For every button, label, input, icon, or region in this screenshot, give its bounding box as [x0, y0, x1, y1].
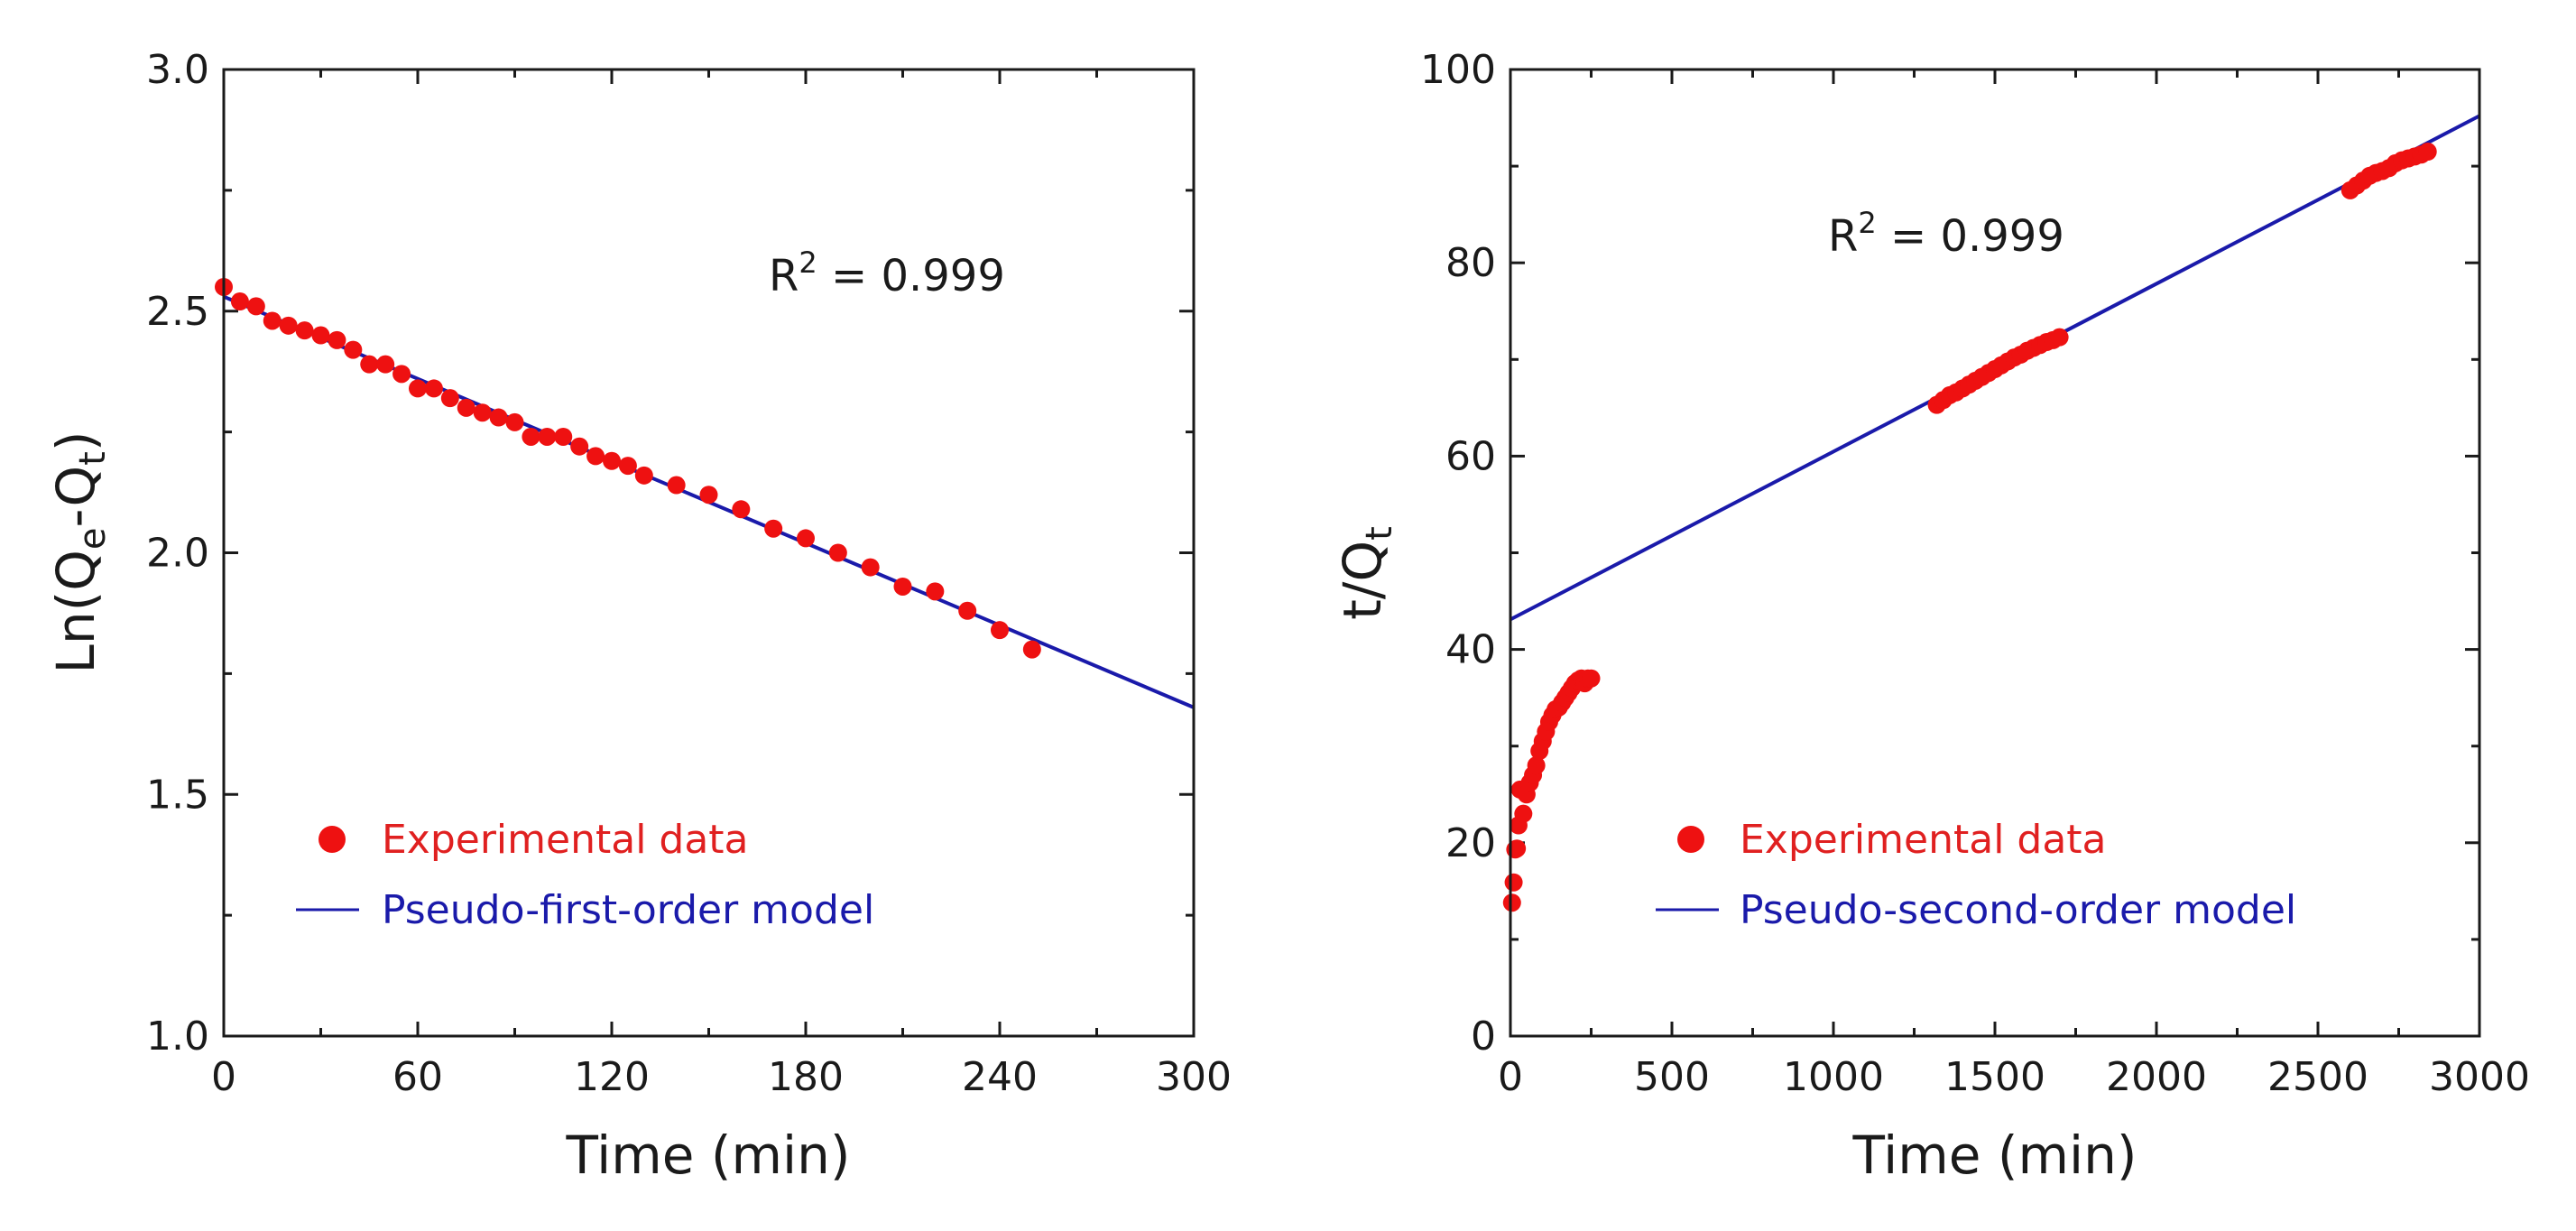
data-point	[295, 321, 314, 340]
data-point	[699, 486, 718, 504]
data-point	[311, 326, 330, 345]
y-tick-label: 2.0	[146, 531, 209, 577]
data-point	[893, 577, 912, 596]
x-tick-label: 1500	[1944, 1054, 2045, 1100]
x-axis-title: Time (min)	[565, 1125, 850, 1186]
data-point	[538, 427, 557, 446]
data-point	[1527, 756, 1546, 775]
data-point	[230, 292, 249, 311]
c1-y-tick-labels: 0 20 40 60 80 100	[1420, 47, 1496, 1060]
y-axis-title: t/Qt	[1332, 526, 1400, 620]
y-tick-label: 0	[1471, 1013, 1496, 1060]
c1-plot-frame	[1509, 68, 2481, 1038]
legend-marker-experimental	[1677, 826, 1704, 853]
data-point	[603, 451, 621, 470]
data-point	[764, 519, 783, 538]
c1-scatter-points	[1502, 143, 2437, 912]
x-tick-label: 1000	[1783, 1054, 1884, 1100]
x-tick-label: 60	[392, 1054, 443, 1100]
x-tick-label: 2000	[2106, 1054, 2207, 1100]
x-tick-label: 120	[574, 1054, 650, 1100]
y-tick-label: 40	[1445, 627, 1496, 673]
data-point	[376, 355, 395, 374]
chart-pseudo-second-order: 0 500 1000 1500 2000 2500 3000 0 20 40 6…	[1332, 47, 2530, 1186]
data-point	[424, 379, 443, 398]
data-point	[1502, 893, 1521, 912]
y-axis-title: Ln(Qe-Qt)	[45, 430, 114, 673]
c0-x-tick-labels: 0 60 120 180 240 300	[211, 1054, 1232, 1100]
x-tick-label: 2500	[2267, 1054, 2368, 1100]
y-tick-label: 2.5	[146, 289, 209, 335]
data-point	[667, 476, 686, 495]
data-point	[861, 558, 880, 577]
data-point	[828, 543, 847, 562]
r-squared-annotation: R2 = 0.999	[1828, 206, 2064, 262]
y-tick-label: 3.0	[146, 47, 209, 93]
data-point	[2050, 328, 2069, 347]
y-tick-label: 20	[1445, 820, 1496, 866]
c0-plot-frame	[222, 68, 1196, 1038]
data-point	[522, 427, 540, 446]
data-point	[1514, 804, 1533, 823]
legend-marker-experimental	[319, 826, 346, 853]
data-point	[991, 621, 1009, 640]
data-point	[263, 311, 282, 330]
data-point	[392, 365, 411, 384]
data-point	[1022, 640, 1041, 659]
data-point	[926, 582, 945, 601]
chart-pseudo-first-order: 0 60 120 180 240 300 1.0 1.5 2.0 2.5 3.0…	[45, 47, 1232, 1186]
data-point	[344, 340, 363, 359]
c0-legend: Experimental data Pseudo-first-order mod…	[296, 817, 874, 933]
data-point	[732, 500, 751, 519]
x-tick-label: 0	[211, 1054, 236, 1100]
data-point	[586, 447, 605, 466]
legend-label-experimental: Experimental data	[1740, 817, 2107, 863]
y-tick-label: 1.0	[146, 1013, 209, 1060]
data-point	[440, 389, 459, 408]
data-point	[618, 457, 637, 476]
data-point	[246, 297, 265, 316]
data-point	[489, 408, 508, 427]
data-point	[1504, 873, 1523, 892]
c1-x-tick-labels: 0 500 1000 1500 2000 2500 3000	[1498, 1054, 2530, 1100]
legend-label-model: Pseudo-second-order model	[1740, 887, 2296, 933]
data-point	[554, 427, 573, 446]
x-axis-title: Time (min)	[1851, 1125, 2137, 1186]
y-tick-label: 1.5	[146, 772, 209, 818]
y-tick-label: 100	[1420, 47, 1496, 93]
x-tick-label: 180	[768, 1054, 844, 1100]
legend-label-model: Pseudo-first-order model	[382, 887, 874, 933]
data-point	[505, 412, 524, 431]
data-point	[797, 529, 815, 548]
data-point	[457, 398, 475, 417]
c1-legend: Experimental data Pseudo-second-order mo…	[1656, 817, 2296, 933]
x-tick-label: 300	[1156, 1054, 1232, 1100]
x-tick-label: 0	[1498, 1054, 1523, 1100]
data-point	[328, 330, 346, 349]
data-point	[409, 379, 427, 398]
data-point	[2418, 143, 2437, 162]
c0-scatter-points	[215, 277, 1041, 659]
data-point	[1508, 839, 1527, 858]
data-point	[634, 466, 653, 485]
x-tick-label: 240	[962, 1054, 1038, 1100]
r-squared-annotation: R2 = 0.999	[769, 245, 1005, 301]
data-point	[279, 316, 298, 335]
x-tick-label: 500	[1634, 1054, 1710, 1100]
data-point	[360, 355, 379, 374]
legend-label-experimental: Experimental data	[382, 817, 749, 863]
data-point	[1582, 669, 1601, 688]
y-tick-label: 60	[1445, 433, 1496, 479]
c0-y-tick-labels: 1.0 1.5 2.0 2.5 3.0	[146, 47, 209, 1060]
data-point	[958, 601, 977, 620]
data-point	[473, 403, 492, 422]
y-tick-label: 80	[1445, 240, 1496, 286]
data-point	[570, 437, 589, 456]
x-tick-label: 3000	[2429, 1054, 2530, 1100]
